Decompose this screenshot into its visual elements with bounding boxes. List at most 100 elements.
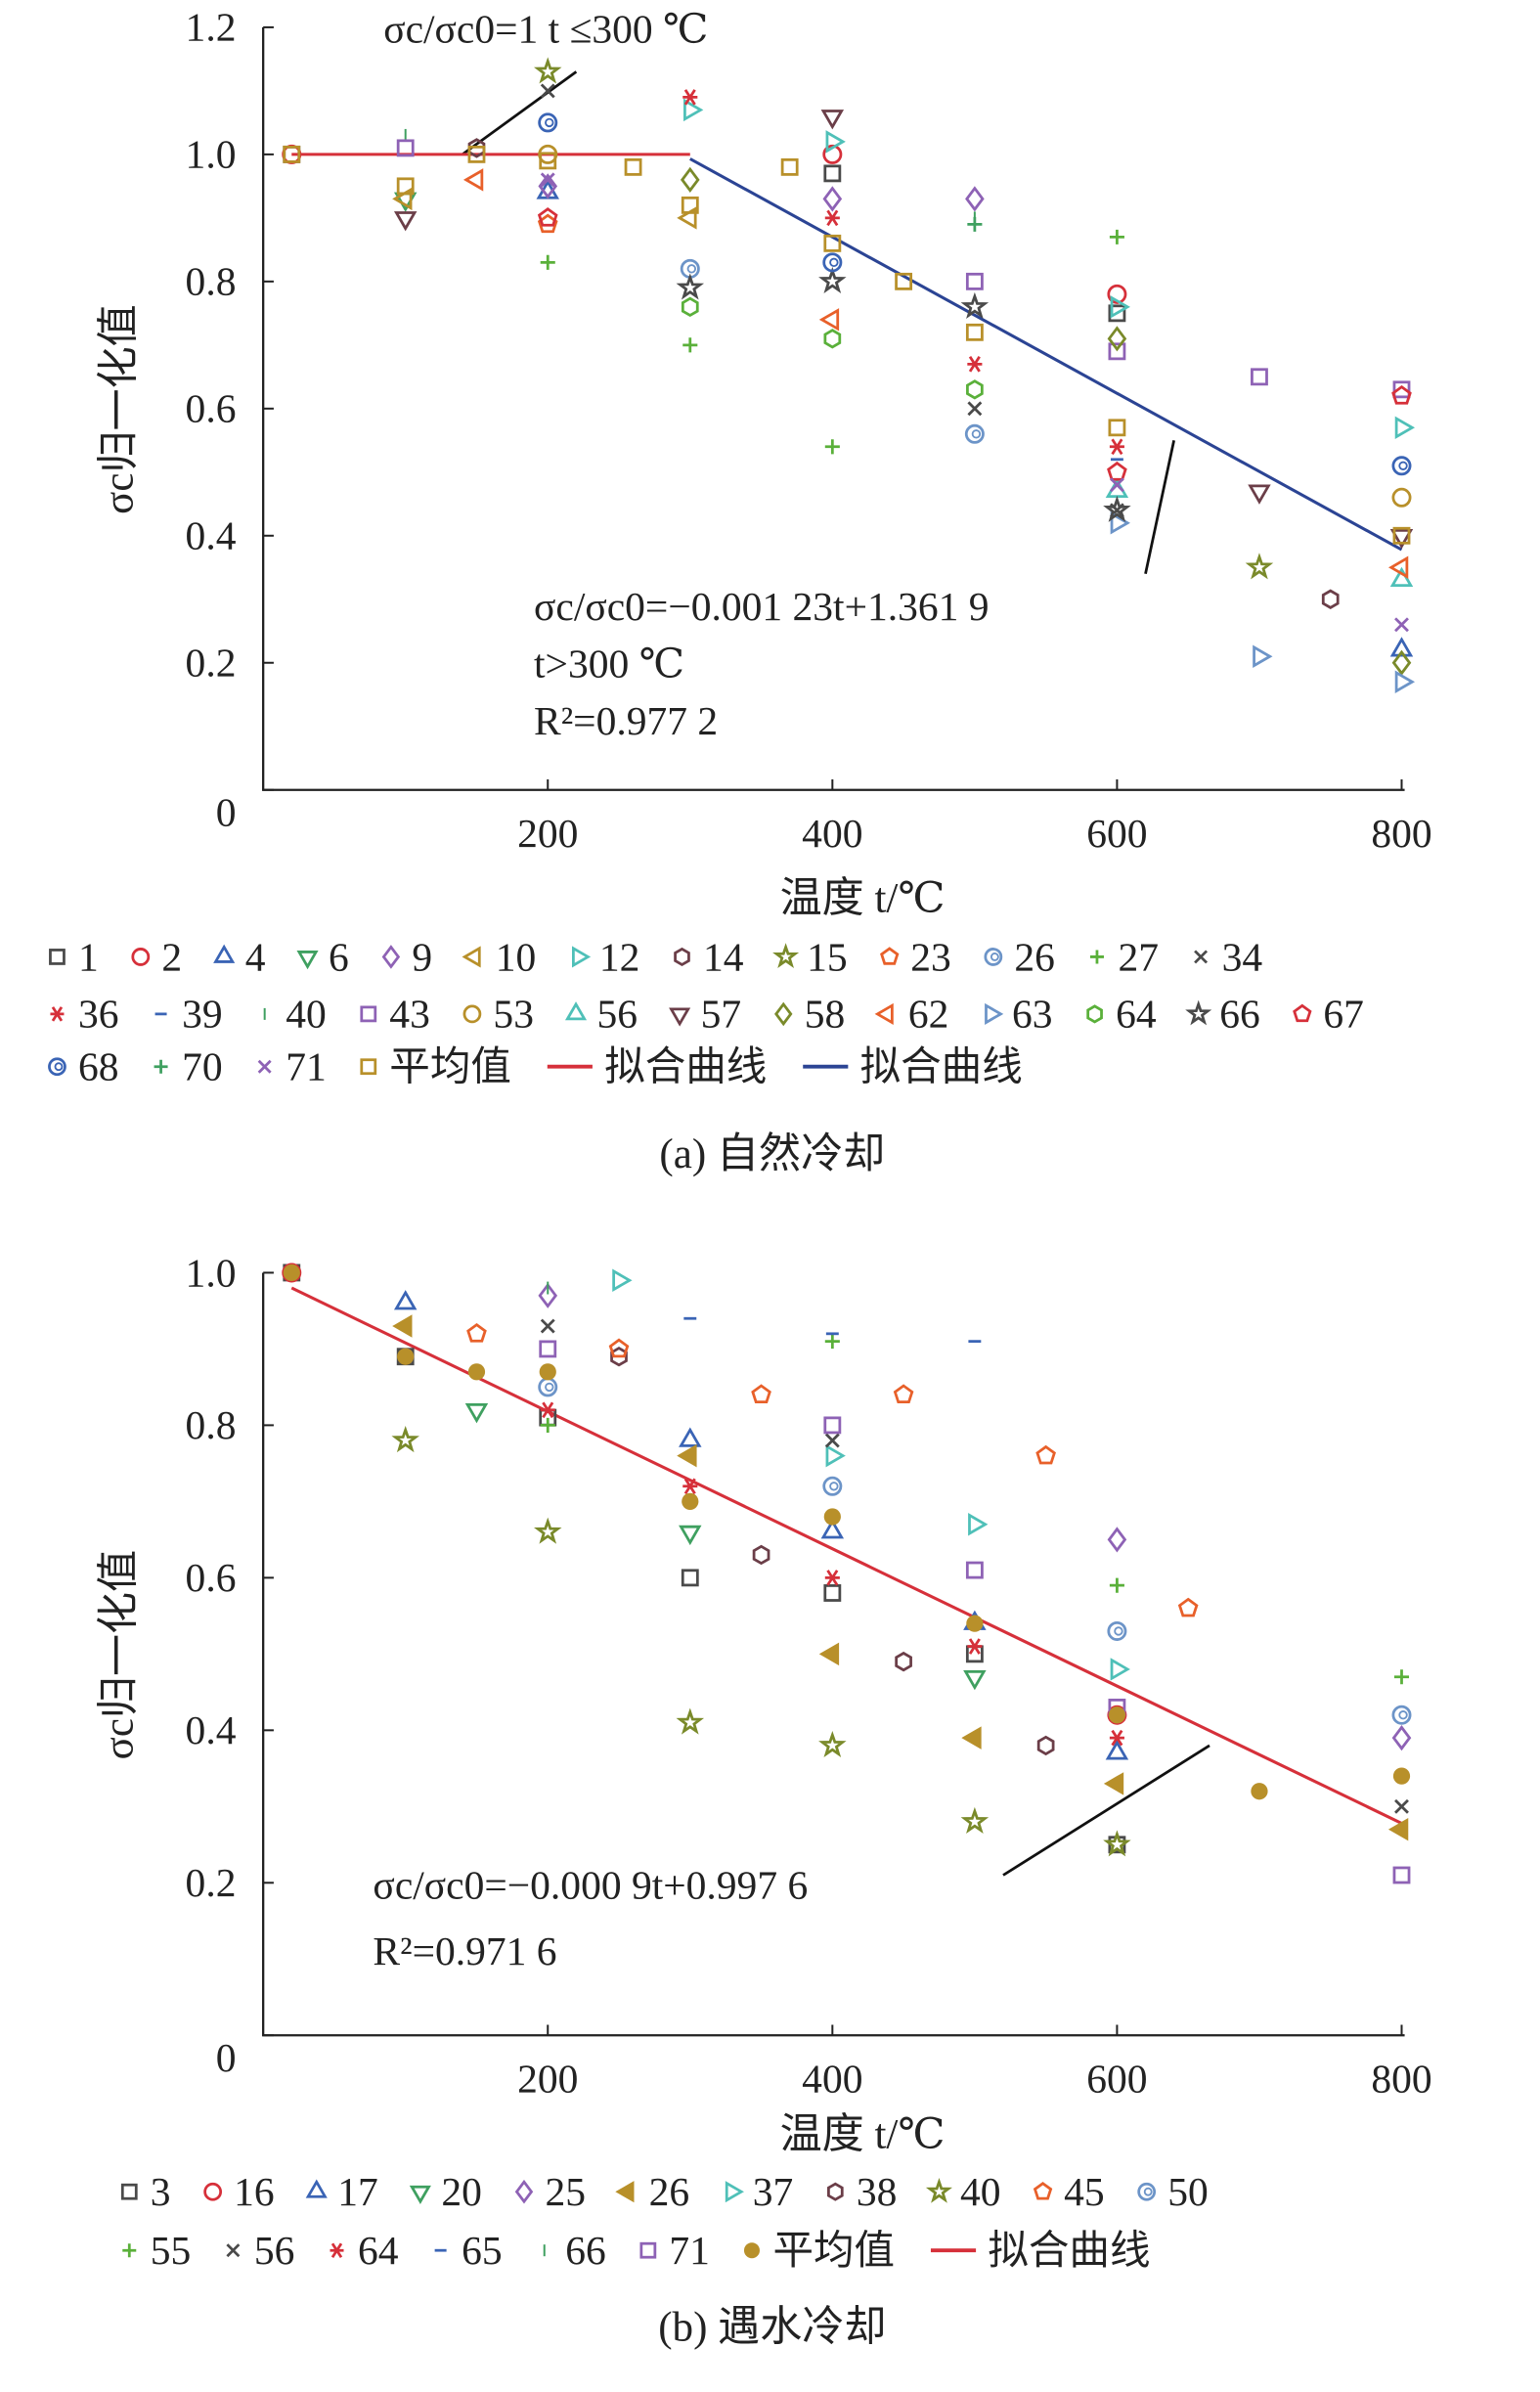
annotation-eq: σc/σc0=−0.000 9t+0.997 6 — [373, 1862, 808, 1907]
y-tick-label: 0.8 — [186, 259, 237, 304]
y-tick-label: 1.0 — [186, 132, 237, 177]
series-62 — [462, 168, 1409, 579]
series-26 — [680, 258, 985, 444]
data-point — [283, 1263, 300, 1282]
series-26 — [392, 1314, 1409, 1841]
data-point — [540, 254, 555, 270]
legend-label: 68 — [78, 1044, 119, 1089]
data-point — [823, 1508, 841, 1526]
legend-label: 43 — [389, 992, 430, 1037]
data-point — [467, 145, 486, 163]
series-50 — [538, 1377, 1412, 1725]
legend-item: 1 — [49, 934, 99, 979]
data-point — [533, 1517, 562, 1544]
annotation-eq: σc/σc0=−0.001 23t+1.361 9 — [534, 584, 990, 629]
legend-item: 70 — [154, 1044, 223, 1089]
legend-item: 平均值 — [743, 2228, 895, 2273]
data-point — [752, 1544, 770, 1566]
legend-label: 64 — [1116, 992, 1157, 1037]
legend-label: 34 — [1222, 934, 1263, 979]
legend-item: 68 — [48, 1044, 119, 1089]
x-tick-label: 800 — [1371, 2057, 1431, 2102]
legend-label: 63 — [1012, 992, 1053, 1037]
data-point — [681, 1569, 699, 1587]
legend-item: 10 — [462, 934, 536, 979]
y-tick-label: 0.6 — [186, 386, 237, 431]
y-tick-label: 1.2 — [186, 5, 237, 50]
data-point — [396, 139, 415, 157]
series-64 — [681, 296, 984, 400]
x-tick-label: 400 — [802, 811, 862, 856]
data-point — [895, 1651, 912, 1672]
legend-item: 64 — [1086, 992, 1157, 1037]
legend-label: 4 — [245, 934, 266, 979]
data-point — [1253, 644, 1273, 668]
series-71 — [540, 172, 1409, 633]
data-point — [1107, 1527, 1127, 1553]
legend-label: 66 — [1219, 992, 1260, 1037]
series-20 — [464, 1403, 987, 1691]
legend-item: 14 — [674, 934, 744, 979]
data-point — [1387, 555, 1409, 579]
data-point — [965, 186, 985, 212]
data-point — [538, 173, 558, 199]
y-tick-label: 0.4 — [186, 1707, 237, 1752]
data-point — [823, 329, 842, 349]
legend-item: 34 — [1194, 934, 1263, 979]
data-point — [966, 1615, 984, 1632]
data-point — [1107, 284, 1127, 304]
data-point — [1321, 589, 1340, 609]
data-point — [680, 166, 700, 193]
legend-item: 拟合曲线 — [547, 1044, 767, 1089]
legend-label: 平均值 — [389, 1044, 511, 1089]
legend-item: 71 — [639, 2228, 710, 2273]
data-point — [679, 1525, 702, 1546]
legend-item: 平均值 — [360, 1044, 511, 1089]
data-point — [967, 216, 983, 232]
legend-item: 67 — [1293, 992, 1364, 1037]
data-point — [818, 308, 840, 332]
data-point — [825, 130, 846, 154]
legend-item: 38 — [827, 2169, 897, 2214]
data-point — [1391, 487, 1412, 508]
legend-item: 40 — [925, 2169, 1000, 2214]
data-point — [820, 1519, 845, 1539]
series-1 — [283, 145, 1126, 323]
data-point — [820, 110, 845, 130]
legend-item: 9 — [381, 934, 432, 979]
data-point — [960, 1806, 990, 1835]
data-point — [1108, 1706, 1126, 1724]
series-63 — [1110, 511, 1416, 693]
pointer-line — [1144, 440, 1175, 575]
data-point — [393, 211, 418, 232]
legend-item: 2 — [131, 934, 182, 979]
series-40 — [391, 1426, 1131, 1857]
data-point — [539, 1340, 557, 1358]
data-point — [895, 272, 913, 290]
series-25 — [538, 1282, 1412, 1751]
data-point — [1103, 495, 1131, 522]
data-point — [538, 1282, 558, 1308]
data-point — [824, 1334, 840, 1350]
data-point — [392, 1314, 413, 1338]
data-point — [1391, 1705, 1412, 1725]
x-tick-label: 400 — [802, 2057, 862, 2102]
series-64 — [284, 1264, 1124, 1747]
data-point — [1105, 1740, 1129, 1760]
data-point — [965, 1561, 984, 1579]
data-point — [612, 1268, 633, 1292]
data-point — [967, 356, 983, 373]
data-point — [1107, 1620, 1127, 1641]
series-71 — [539, 1340, 1411, 1884]
series-45 — [466, 1322, 1199, 1617]
data-point — [682, 1478, 698, 1495]
data-point — [1109, 1729, 1124, 1747]
caption: (a) 自然冷却 — [659, 1130, 885, 1177]
data-point — [677, 1443, 697, 1468]
data-point — [818, 1642, 840, 1666]
series-40 — [404, 128, 976, 225]
data-point — [968, 1513, 989, 1536]
data-point — [393, 1290, 418, 1310]
legend-item: 65 — [434, 2228, 503, 2273]
data-point — [682, 89, 698, 106]
